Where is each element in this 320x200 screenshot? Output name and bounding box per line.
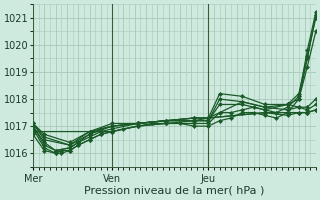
X-axis label: Pression niveau de la mer( hPa ): Pression niveau de la mer( hPa ) — [84, 186, 265, 196]
